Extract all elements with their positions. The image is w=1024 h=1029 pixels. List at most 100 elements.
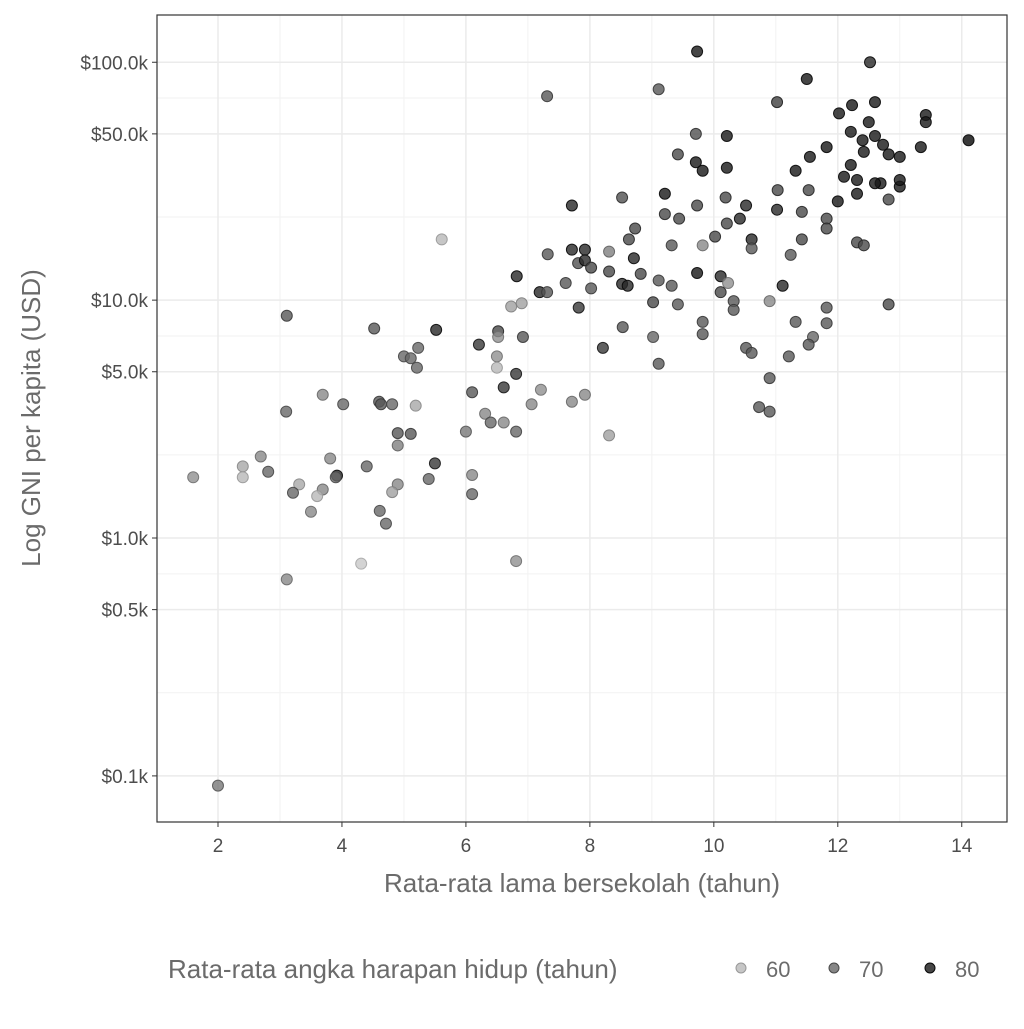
data-point [337, 398, 350, 411]
data-point [864, 56, 877, 69]
data-point [671, 148, 684, 161]
data-point [733, 212, 746, 225]
data-point [262, 465, 275, 478]
data-point [851, 187, 864, 200]
data-point [800, 73, 813, 86]
data-point [857, 145, 870, 158]
data-point [795, 233, 808, 246]
data-point [784, 248, 797, 261]
data-point [355, 557, 368, 570]
data-point [820, 222, 833, 235]
x-axis: 2 4 6 8 10 12 14 [213, 822, 973, 857]
x-tick-label: 12 [827, 836, 848, 857]
data-point [516, 330, 529, 343]
data-point [534, 383, 547, 396]
data-point [627, 252, 640, 265]
legend-label: 70 [859, 957, 883, 982]
data-point [740, 199, 753, 212]
data-point [541, 248, 554, 261]
data-point [877, 138, 890, 151]
data-point [844, 158, 857, 171]
legend-swatch [735, 962, 747, 974]
data-point [763, 372, 776, 385]
data-point [691, 267, 704, 280]
data-point [696, 328, 709, 341]
data-point [634, 267, 647, 280]
data-point [497, 381, 510, 394]
data-point [893, 173, 906, 186]
data-point [459, 425, 472, 438]
data-point [621, 279, 634, 292]
y-tick-label: $5.0k [102, 363, 149, 384]
data-point [882, 298, 895, 311]
gridlines [157, 15, 1007, 822]
x-tick-label: 14 [951, 836, 973, 857]
data-point [820, 301, 833, 314]
legend-label: 80 [955, 957, 979, 982]
data-point [714, 286, 727, 299]
data-point [658, 187, 671, 200]
data-point [857, 239, 870, 252]
data-point [510, 270, 523, 283]
data-point [753, 401, 766, 414]
data-point [771, 184, 784, 197]
data-point [311, 490, 324, 503]
data-point [435, 233, 448, 246]
data-point [882, 148, 895, 161]
data-point [286, 486, 299, 499]
data-point [802, 184, 815, 197]
data-point [763, 295, 776, 308]
legend-label: 60 [766, 957, 790, 982]
data-point [254, 450, 267, 463]
data-point [846, 99, 859, 112]
data-point [430, 323, 443, 336]
data-point [466, 488, 479, 501]
legend-entries: 60 70 80 [735, 957, 979, 982]
data-point [559, 277, 572, 290]
data-point [329, 471, 342, 484]
data-point [831, 195, 844, 208]
data-point [745, 242, 758, 255]
data-point [691, 45, 704, 58]
data-point [882, 193, 895, 206]
data-point [603, 265, 616, 278]
data-point [316, 388, 329, 401]
data-point [720, 129, 733, 142]
x-tick-label: 8 [585, 836, 596, 857]
data-point [525, 398, 538, 411]
data-point [673, 212, 686, 225]
plot-panel-border [156, 14, 1008, 823]
data-point [236, 460, 249, 473]
data-point [914, 141, 927, 154]
data-point [709, 230, 722, 243]
legend-swatch [924, 962, 936, 974]
data-point [720, 217, 733, 230]
data-point [856, 134, 869, 147]
y-tick-label: $100.0k [80, 53, 148, 74]
x-tick-label: 10 [703, 836, 724, 857]
data-point [490, 350, 503, 363]
data-point [658, 208, 671, 221]
data-point [696, 239, 709, 252]
data-point [696, 315, 709, 328]
data-point [802, 338, 815, 351]
data-point [490, 361, 503, 374]
data-point [962, 134, 975, 147]
data-point [374, 398, 387, 411]
data-point [409, 399, 422, 412]
data-point [368, 322, 381, 335]
data-point [280, 573, 293, 586]
data-point [585, 261, 598, 274]
data-point [412, 341, 425, 354]
data-point [622, 233, 635, 246]
x-tick-label: 2 [213, 836, 224, 857]
data-point [868, 129, 881, 142]
data-point [616, 321, 629, 334]
y-tick-label: $10.0k [91, 291, 149, 312]
data-point [727, 303, 740, 316]
data-point [585, 282, 598, 295]
data-point [293, 478, 306, 491]
data-point [492, 330, 505, 343]
